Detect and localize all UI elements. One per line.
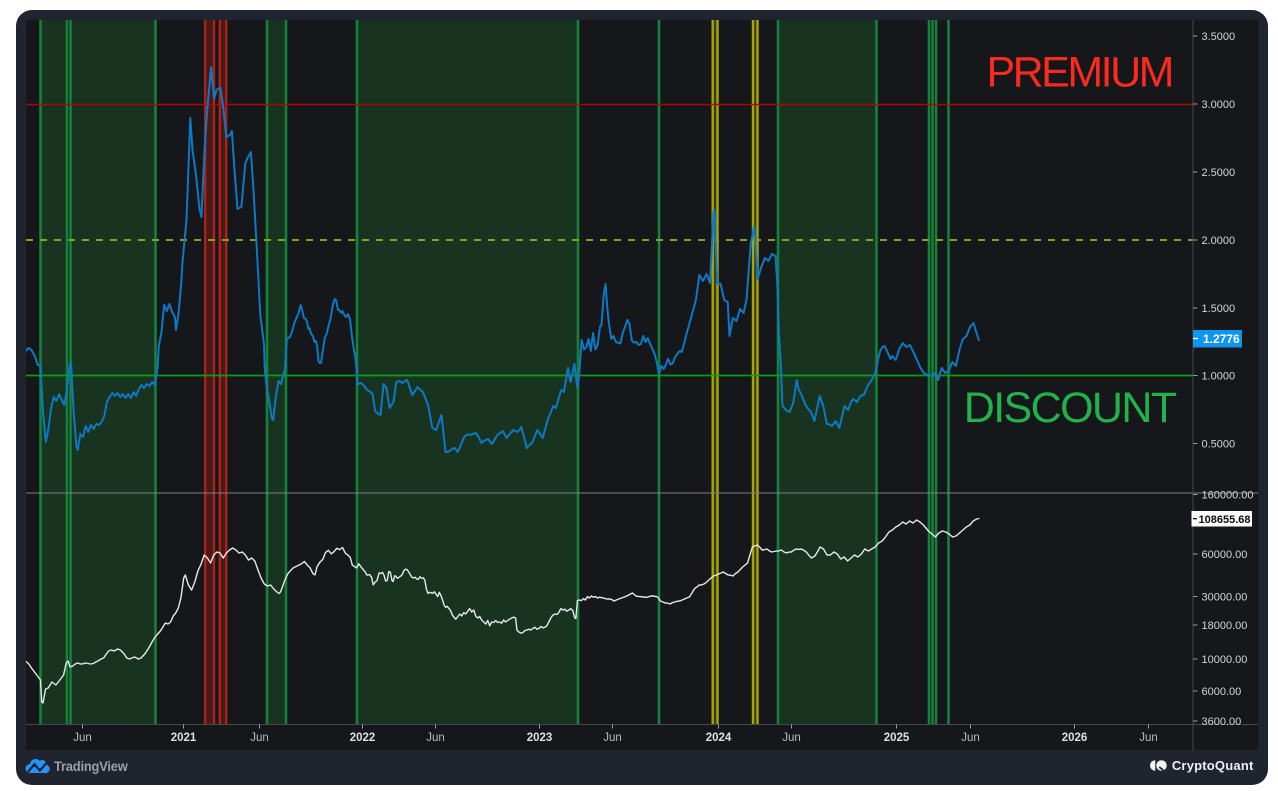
svg-text:60000.00: 60000.00	[1201, 549, 1247, 561]
svg-text:Jun: Jun	[961, 732, 980, 744]
svg-text:3.0000: 3.0000	[1201, 99, 1235, 111]
svg-text:2.0000: 2.0000	[1201, 235, 1235, 247]
svg-text:1.2776: 1.2776	[1203, 332, 1240, 346]
svg-text:2.5000: 2.5000	[1201, 167, 1235, 179]
svg-text:2023: 2023	[526, 732, 552, 744]
svg-text:160000.00: 160000.00	[1201, 490, 1253, 502]
svg-text:2026: 2026	[1061, 732, 1087, 744]
svg-text:Jun: Jun	[73, 732, 92, 744]
svg-text:6000.00: 6000.00	[1201, 686, 1241, 698]
svg-text:18000.00: 18000.00	[1201, 620, 1247, 632]
svg-text:2025: 2025	[883, 732, 909, 744]
svg-text:Jun: Jun	[782, 732, 801, 744]
svg-text:Jun: Jun	[250, 732, 269, 744]
svg-text:Jun: Jun	[1139, 732, 1158, 744]
svg-text:Jun: Jun	[426, 732, 445, 744]
svg-text:Jun: Jun	[603, 732, 622, 744]
svg-text:PREMIUM: PREMIUM	[986, 49, 1172, 97]
svg-text:10000.00: 10000.00	[1201, 654, 1247, 666]
svg-text:3.5000: 3.5000	[1201, 31, 1235, 43]
svg-text:1.5000: 1.5000	[1201, 303, 1235, 315]
svg-text:3600.00: 3600.00	[1201, 716, 1241, 728]
svg-text:0.5000: 0.5000	[1201, 439, 1235, 451]
svg-text:2022: 2022	[349, 732, 375, 744]
svg-text:DISCOUNT: DISCOUNT	[963, 384, 1176, 432]
svg-text:2024: 2024	[705, 732, 731, 744]
svg-text:1.0000: 1.0000	[1201, 371, 1235, 383]
svg-text:108655.68: 108655.68	[1198, 514, 1250, 526]
svg-text:30000.00: 30000.00	[1201, 592, 1247, 604]
svg-text:2021: 2021	[170, 732, 196, 744]
